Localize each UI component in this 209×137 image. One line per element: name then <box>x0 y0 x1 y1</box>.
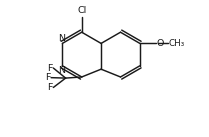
Text: F: F <box>45 73 50 82</box>
Text: F: F <box>47 64 53 72</box>
Text: N: N <box>58 34 65 43</box>
Text: CH₃: CH₃ <box>168 39 184 48</box>
Text: O: O <box>156 39 164 48</box>
Text: N: N <box>58 66 65 75</box>
Text: F: F <box>47 83 53 92</box>
Text: Cl: Cl <box>77 6 86 15</box>
